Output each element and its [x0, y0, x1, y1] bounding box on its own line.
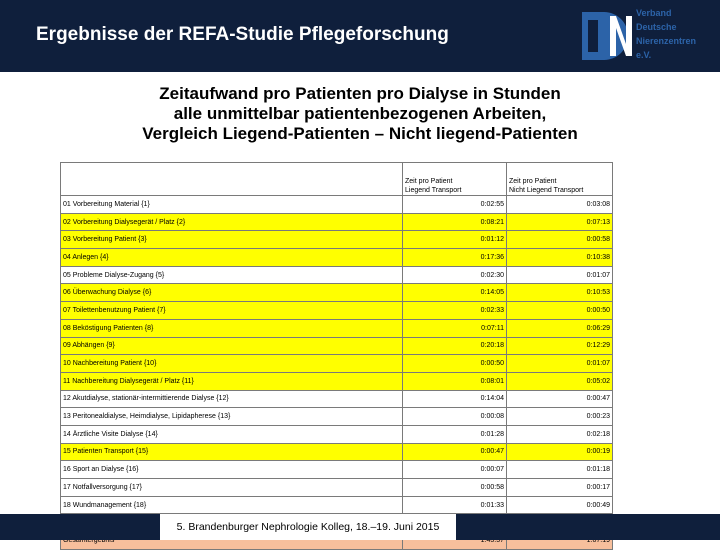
table-row: 10 Nachbereitung Patient {10} 0:00:50 0:01… [60, 354, 613, 373]
logo-line: e.V. [636, 50, 652, 60]
time-table: Zeit pro Patient Liegend Transport Zeit p… [60, 162, 613, 550]
value-nicht-liegend: 0:01:18 [506, 460, 613, 479]
value-nicht-liegend: 0:10:53 [506, 283, 613, 303]
row-label: 01 Vorbereitung Material {1} [60, 195, 403, 214]
value-nicht-liegend: 0:00:19 [506, 442, 613, 462]
row-label: 06 Überwachung Dialyse {6} [60, 283, 403, 303]
value-nicht-liegend: 0:12:29 [506, 336, 613, 356]
logo-n-shape [610, 16, 632, 56]
logo-line: Deutsche [636, 22, 677, 32]
table-header-nicht-liegend: Zeit pro Patient Nicht Liegend Transport [506, 162, 613, 196]
row-label: 13 Peritonealdialyse, Heimdialyse, Lipid… [60, 407, 403, 426]
row-label: 12 Akutdialyse, stationär-intermittieren… [60, 389, 403, 409]
table-row: 09 Abhängen {9} 0:20:18 0:12:29 [60, 336, 613, 356]
table-header-liegend: Zeit pro Patient Liegend Transport [402, 162, 507, 196]
value-liegend: 0:00:08 [402, 407, 507, 426]
row-label: 10 Nachbereitung Patient {10} [60, 354, 403, 373]
table-row: 03 Vorbereitung Patient {3} 0:01:12 0:00:5… [60, 230, 613, 250]
row-label: 11 Nachbereitung Dialysegerät / Platz {1… [60, 371, 403, 391]
logo-dn [560, 4, 718, 68]
table-row: 13 Peritonealdialyse, Heimdialyse, Lipid… [60, 407, 613, 426]
slide-subtitle: Zeitaufwand pro Patienten pro Dialyse in… [60, 84, 660, 144]
logo-line: Nierenzentren [636, 36, 697, 46]
value-liegend: 0:01:12 [402, 230, 507, 250]
table-row: 06 Überwachung Dialyse {6} 0:14:05 0:10:53 [60, 283, 613, 303]
table-row: 08 Beköstigung Patienten {8} 0:07:11 0:06:… [60, 318, 613, 338]
footer-text: 5. Brandenburger Nephrologie Kolleg, 18.… [176, 521, 440, 533]
value-nicht-liegend: 0:01:07 [506, 265, 613, 285]
value-liegend: 0:02:33 [402, 301, 507, 320]
value-nicht-liegend: 0:00:23 [506, 407, 613, 426]
value-liegend: 0:01:33 [402, 495, 507, 515]
value-liegend: 0:00:07 [402, 460, 507, 479]
value-nicht-liegend: 0:00:49 [506, 495, 613, 515]
subtitle-line: Zeitaufwand pro Patienten pro Dialyse in… [159, 84, 561, 103]
row-label: 09 Abhängen {9} [60, 336, 403, 356]
value-nicht-liegend: 0:07:13 [506, 212, 613, 232]
value-nicht-liegend: 0:10:38 [506, 248, 613, 267]
footer-box [160, 514, 456, 540]
table-row: 07 Toilettenbenutzung Patient {7} 0:02:33… [60, 301, 613, 320]
value-nicht-liegend: 0:00:47 [506, 389, 613, 409]
table-header-blank [60, 162, 403, 196]
table-row: 05 Probleme Dialyse-Zugang {5} 0:02:30 0:0… [60, 265, 613, 285]
value-liegend: 0:20:18 [402, 336, 507, 356]
table-header-row: Zeit pro Patient Liegend Transport Zeit p… [60, 162, 613, 196]
table-row: 11 Nachbereitung Dialysegerät / Platz {1… [60, 371, 613, 391]
row-label: 05 Probleme Dialyse-Zugang {5} [60, 265, 403, 285]
row-label: 17 Notfallversorgung {17} [60, 478, 403, 497]
row-label: 08 Beköstigung Patienten {8} [60, 318, 403, 338]
row-label: 15 Patienten Transport {15} [60, 442, 403, 462]
data-table: Zeit pro Patient Liegend Transport Zeit p… [60, 162, 613, 550]
value-liegend: 0:07:11 [402, 318, 507, 338]
logo-text: Verband Deutsche Nierenzentren e.V. [636, 6, 696, 62]
logo-line: Verband [636, 8, 672, 18]
table-row: 18 Wundmanagement {18} 0:01:33 0:00:49 [60, 495, 613, 515]
table-row: 15 Patienten Transport {15} 0:00:47 0:00:1… [60, 442, 613, 462]
table-row: 16 Sport an Dialyse {16} 0:00:07 0:01:18 [60, 460, 613, 479]
value-nicht-liegend: 0:02:18 [506, 424, 613, 444]
table-row: 02 Vorbereitung Dialysegerät / Platz {2}… [60, 212, 613, 232]
table-row: 01 Vorbereitung Material {1} 0:02:55 0:03:… [60, 195, 613, 214]
value-liegend: 0:01:28 [402, 424, 507, 444]
value-liegend: 0:17:36 [402, 248, 507, 267]
value-liegend: 0:08:01 [402, 371, 507, 391]
value-liegend: 0:00:47 [402, 442, 507, 462]
table-row: 14 Ärztliche Visite Dialyse {14} 0:01:28 0… [60, 424, 613, 444]
row-label: 04 Anlegen {4} [60, 248, 403, 267]
value-liegend: 0:08:21 [402, 212, 507, 232]
row-label: 18 Wundmanagement {18} [60, 495, 403, 515]
subtitle-line: alle unmittelbar patientenbezogenen Arbe… [173, 104, 547, 123]
value-liegend: 0:02:55 [402, 195, 507, 214]
row-label: 02 Vorbereitung Dialysegerät / Platz {2} [60, 212, 403, 232]
value-liegend: 0:14:05 [402, 283, 507, 303]
value-liegend: 0:02:30 [402, 265, 507, 285]
value-nicht-liegend: 0:01:07 [506, 354, 613, 373]
slide-title: Ergebnisse der REFA-Studie Pflegeforschu… [36, 24, 449, 45]
value-liegend: 0:00:50 [402, 354, 507, 373]
value-nicht-liegend: 0:03:08 [506, 195, 613, 214]
slide-footer: 5. Brandenburger Nephrologie Kolleg, 18.… [0, 514, 720, 540]
row-label: 16 Sport an Dialyse {16} [60, 460, 403, 479]
subtitle-line: Vergleich Liegend-Patienten – Nicht lieg… [142, 124, 578, 143]
value-nicht-liegend: 0:00:17 [506, 478, 613, 497]
value-nicht-liegend: 0:06:29 [506, 318, 613, 338]
value-nicht-liegend: 0:00:50 [506, 301, 613, 320]
value-liegend: 0:00:58 [402, 478, 507, 497]
value-nicht-liegend: 0:05:02 [506, 371, 613, 391]
table-row: 04 Anlegen {4} 0:17:36 0:10:38 [60, 248, 613, 267]
row-label: 03 Vorbereitung Patient {3} [60, 230, 403, 250]
row-label: 07 Toilettenbenutzung Patient {7} [60, 301, 403, 320]
table-row: 12 Akutdialyse, stationär-intermittieren… [60, 389, 613, 409]
table-row: 17 Notfallversorgung {17} 0:00:58 0:00:17 [60, 478, 613, 497]
value-liegend: 0:14:04 [402, 389, 507, 409]
value-nicht-liegend: 0:00:58 [506, 230, 613, 250]
row-label: 14 Ärztliche Visite Dialyse {14} [60, 424, 403, 444]
